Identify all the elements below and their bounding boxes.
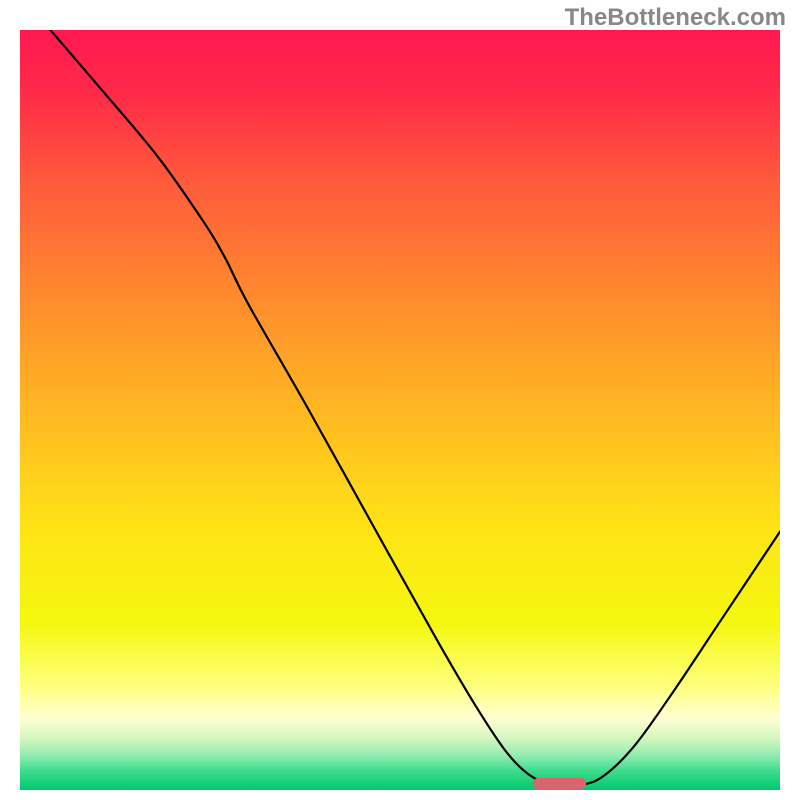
watermark-text: TheBottleneck.com [565, 4, 786, 32]
chart-svg [20, 30, 780, 790]
chart-bottom-marker [533, 778, 586, 789]
chart-container: TheBottleneck.com [0, 0, 800, 800]
chart-plot-area [20, 30, 780, 790]
chart-background-rect [20, 30, 780, 790]
